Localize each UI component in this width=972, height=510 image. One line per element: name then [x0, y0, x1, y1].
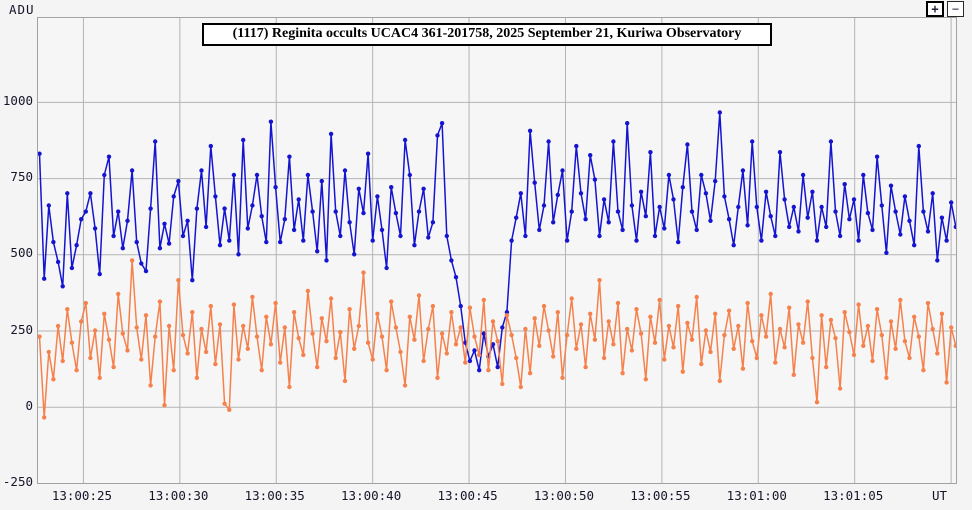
light-curve-plot[interactable] — [37, 17, 957, 484]
x-tick-label: 13:00:35 — [244, 488, 305, 503]
x-tick-label: 13:00:30 — [148, 488, 209, 503]
x-tick-label: 13:00:50 — [533, 488, 595, 503]
y-tick-label: 500 — [10, 245, 33, 261]
zoom-in-button[interactable]: + — [926, 1, 944, 17]
y-axis-unit-label: ADU — [9, 2, 35, 17]
y-tick-label: 0 — [25, 397, 33, 413]
y-tick-label: 250 — [10, 321, 33, 337]
x-tick-label: 13:01:00 — [726, 488, 787, 503]
series-blue-target-star — [38, 110, 956, 373]
plot-grid — [38, 18, 956, 483]
x-tick-label: 13:00:45 — [437, 488, 498, 503]
series-orange-background — [38, 258, 956, 420]
x-tick-label: 13:01:05 — [823, 488, 884, 503]
y-tick-label: -250 — [2, 474, 33, 489]
light-curve-canvas — [38, 18, 956, 483]
x-tick-label: 13:00:55 — [630, 488, 691, 503]
x-tick-label: 13:00:40 — [341, 488, 402, 503]
y-tick-label: 750 — [10, 169, 33, 185]
chart-title: (1117) Reginita occults UCAC4 361-201758… — [202, 23, 772, 46]
x-tick-label: 13:00:25 — [51, 488, 113, 503]
y-tick-label: 1000 — [2, 92, 33, 108]
zoom-out-button[interactable]: − — [947, 1, 964, 17]
x-axis-unit-label: UT — [931, 488, 947, 503]
